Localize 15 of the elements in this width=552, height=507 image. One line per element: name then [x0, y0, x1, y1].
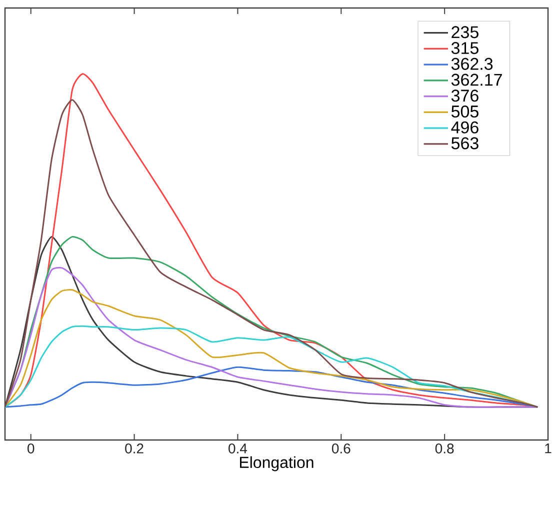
x-axis-title: Elongation: [240, 456, 314, 472]
legend-label: 315: [451, 42, 478, 54]
x-tick-label: 0.6: [332, 444, 350, 454]
x-tick-label: 0.8: [435, 444, 454, 454]
legend-label: 505: [451, 106, 478, 118]
x-tick-label: 1: [545, 444, 552, 454]
x-tick-label: 0.4: [228, 444, 248, 454]
x-tick-label: 0: [28, 444, 34, 454]
legend-label: 563: [451, 137, 478, 150]
x-tick-label: 0.2: [125, 444, 144, 454]
legend-label: 362.3: [451, 58, 493, 70]
legend-label: 235: [452, 26, 478, 38]
legend-label: 376: [451, 90, 478, 102]
legend-label: 496: [451, 121, 478, 134]
legend-label: 362.17: [451, 74, 502, 86]
